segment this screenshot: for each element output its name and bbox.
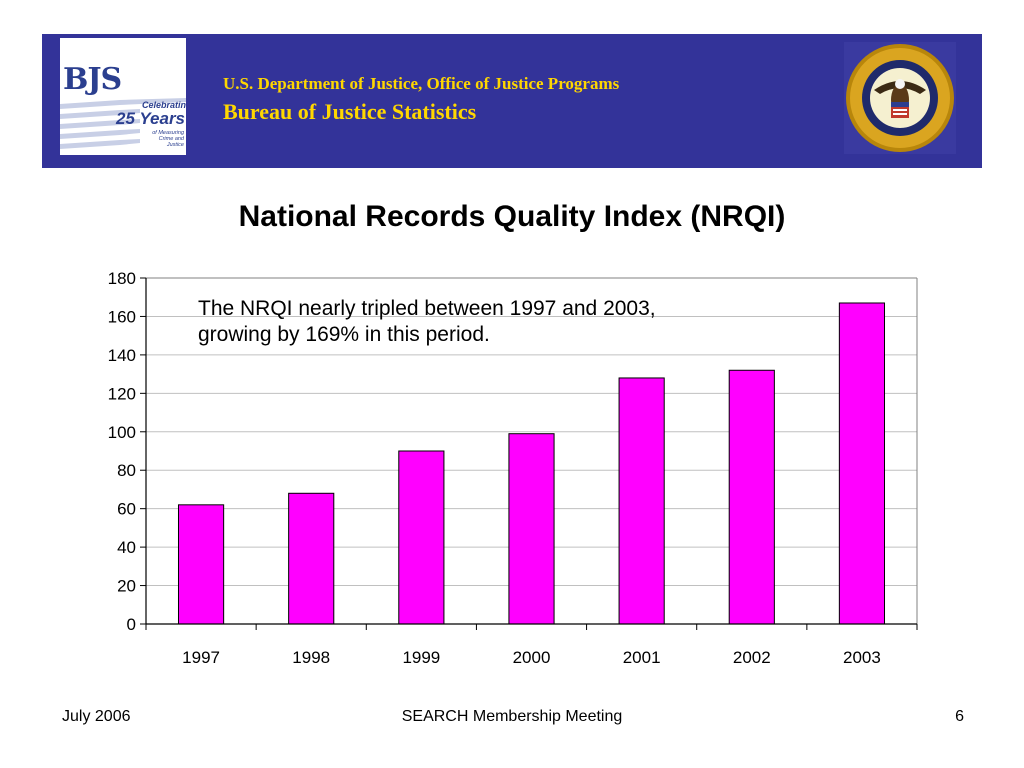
y-tick-label: 180 bbox=[108, 269, 136, 288]
bar-2002 bbox=[728, 369, 775, 625]
y-tick-label: 40 bbox=[117, 538, 136, 557]
footer-event: SEARCH Membership Meeting bbox=[401, 708, 623, 725]
logo-letters: BJS bbox=[63, 62, 122, 97]
bar-2001 bbox=[618, 377, 665, 625]
bjs-25-years-logo: BJS Celebrating 25 Years of Measuring Cr… bbox=[60, 38, 186, 155]
bar-2003 bbox=[838, 302, 886, 625]
x-tick-label: 2003 bbox=[843, 648, 881, 667]
y-tick-label: 100 bbox=[108, 423, 136, 442]
x-tick-label: 2002 bbox=[733, 648, 771, 667]
y-tick-label: 60 bbox=[117, 500, 136, 519]
logo-celebrating: Celebrating bbox=[142, 100, 186, 110]
y-tick-label: 120 bbox=[108, 384, 136, 403]
x-tick-label: 1998 bbox=[292, 648, 330, 667]
bar-1999 bbox=[398, 450, 445, 625]
y-tick-label: 160 bbox=[108, 307, 136, 326]
x-tick-label: 2000 bbox=[513, 648, 551, 667]
x-tick-label: 1997 bbox=[182, 648, 220, 667]
x-tick-label: 2001 bbox=[623, 648, 661, 667]
header-banner: BJS Celebrating 25 Years of Measuring Cr… bbox=[42, 34, 982, 168]
logo-years: 25 Years bbox=[116, 109, 186, 128]
logo-stripes-graphic bbox=[60, 98, 186, 149]
bar-1998 bbox=[288, 492, 335, 625]
bar-2000 bbox=[508, 433, 555, 625]
footer-date: July 2006 bbox=[62, 708, 131, 725]
bar-1997 bbox=[177, 504, 225, 625]
y-tick-label: 140 bbox=[108, 346, 136, 365]
footer-page-number: 6 bbox=[955, 708, 964, 725]
x-tick-label: 1999 bbox=[402, 648, 440, 667]
doj-seal bbox=[844, 42, 956, 154]
chart-annotation: The NRQI nearly tripled between 1997 and… bbox=[198, 297, 656, 346]
doj-seal-icon bbox=[846, 44, 954, 152]
bureau-name: Bureau of Justice Statistics bbox=[223, 99, 477, 124]
y-tick-label: 80 bbox=[117, 461, 136, 480]
logo-tagline: of Measuring Crime and Justice bbox=[152, 130, 184, 148]
bar-chart: 0 20 40 60 80 100 120 140 160 180 1997 1998 1999 2000… bbox=[108, 269, 918, 667]
department-name: U.S. Department of Justice, Office of Ju… bbox=[223, 74, 620, 93]
y-tick-label: 0 bbox=[127, 615, 136, 634]
y-tick-label: 20 bbox=[117, 577, 136, 596]
chart-title: National Records Quality Index (NRQI) bbox=[238, 200, 786, 233]
